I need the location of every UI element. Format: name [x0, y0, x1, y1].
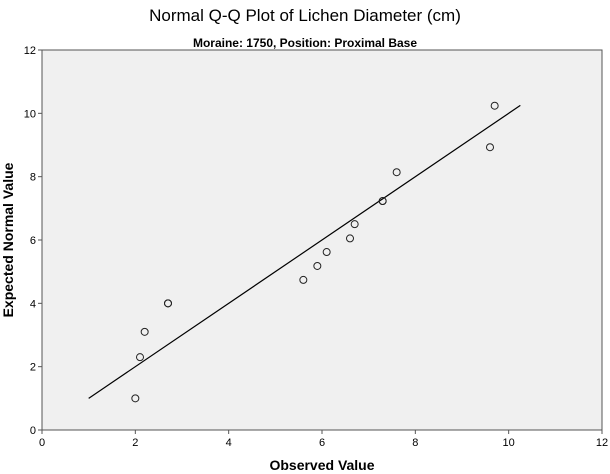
x-tick-label: 12 [596, 437, 608, 449]
reference-line [88, 104, 521, 399]
data-point [346, 234, 354, 243]
y-tick-label: 10 [24, 108, 36, 120]
y-tick-label: 4 [30, 298, 36, 310]
x-axis-title: Observed Value [269, 457, 374, 473]
data-point [140, 327, 149, 336]
data-point [313, 261, 322, 270]
x-tick-label: 2 [132, 437, 138, 449]
y-tick-label: 12 [24, 45, 36, 57]
data-point [350, 220, 359, 229]
data-point [131, 394, 140, 403]
x-tick-label: 10 [503, 437, 515, 449]
data-point [322, 248, 331, 257]
x-axis: 0 2 4 6 8 10 12 [39, 430, 608, 449]
y-axis-title: Expected Normal Value [0, 162, 16, 317]
data-point [378, 197, 387, 206]
data-point [490, 101, 499, 110]
data-point [299, 275, 308, 284]
x-tick-label: 6 [319, 437, 325, 449]
data-points [131, 101, 499, 403]
y-tick-label: 2 [30, 362, 36, 374]
y-axis: 0 2 4 6 8 10 12 [24, 45, 42, 437]
chart-subtitle: Moraine: 1750, Position: Proximal Base [192, 36, 418, 50]
y-tick-label: 8 [30, 172, 36, 184]
x-tick-label: 8 [412, 437, 418, 449]
chart-title: Normal Q-Q Plot of Lichen Diameter (cm) [149, 6, 461, 25]
data-point [136, 353, 144, 362]
data-point [486, 143, 494, 152]
y-tick-label: 6 [30, 235, 36, 247]
x-tick-label: 0 [39, 437, 45, 449]
data-point [392, 168, 401, 177]
data-point [164, 299, 172, 308]
x-tick-label: 4 [226, 437, 232, 449]
y-tick-label: 0 [30, 425, 36, 437]
